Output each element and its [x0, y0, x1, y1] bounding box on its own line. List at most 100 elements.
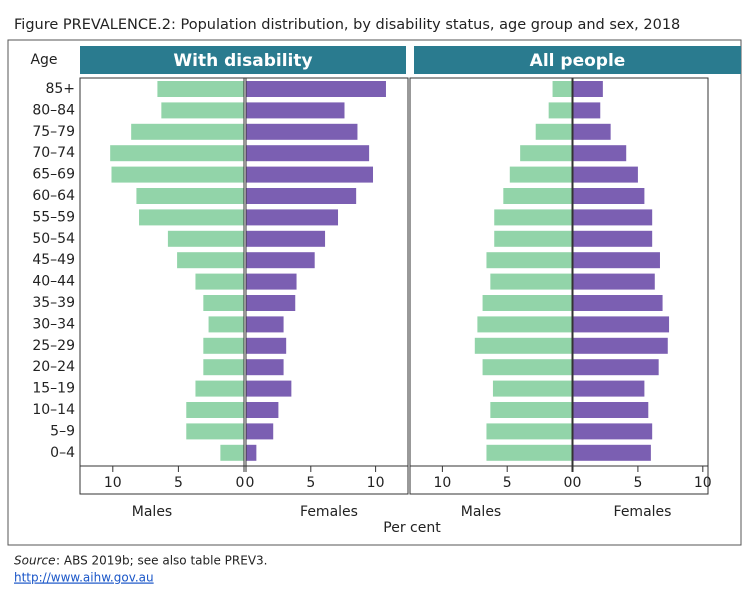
legend-label: Males [132, 504, 172, 520]
bar [246, 123, 358, 140]
bar [195, 380, 244, 397]
y-tick-label: 80–84 [32, 102, 75, 118]
legend-label: Females [300, 504, 358, 520]
bar [573, 444, 651, 461]
bar [509, 166, 572, 183]
bar [573, 230, 653, 247]
y-tick-label: 15–19 [32, 381, 75, 397]
bar [186, 402, 244, 418]
y-tick-label: 20–24 [32, 359, 75, 375]
legend-label: Females [614, 504, 672, 520]
bar [246, 81, 386, 97]
bar [474, 337, 572, 354]
x-tick-label: 10 [367, 475, 385, 491]
bar [203, 295, 244, 311]
bar [131, 123, 244, 140]
y-tick-label: 75–79 [32, 124, 75, 140]
bar [246, 337, 287, 354]
source-text: : ABS 2019b; see also table PREV3. [56, 554, 267, 568]
y-tick-label: 55–59 [32, 209, 75, 225]
y-tick-label: 50–54 [32, 231, 75, 247]
bar [573, 209, 653, 226]
bar [573, 295, 663, 311]
bar [490, 273, 572, 290]
x-tick-label: 0 [246, 475, 255, 491]
panel-title-bar [414, 46, 741, 74]
x-tick-label: 0 [573, 475, 582, 491]
bar [482, 359, 572, 376]
y-tick-label: 45–49 [32, 252, 75, 268]
plot-frame [409, 77, 709, 495]
source-label: Source [14, 554, 55, 568]
bar [573, 123, 611, 140]
age-label: Age [30, 52, 57, 68]
y-tick-label: 40–44 [32, 274, 75, 290]
bar [246, 359, 284, 376]
bar [186, 423, 244, 440]
bar [573, 166, 638, 183]
x-tick-label: 5 [306, 475, 315, 491]
x-tick-label: 0 [236, 475, 245, 491]
bar [246, 423, 274, 440]
bar [246, 230, 326, 247]
bar [246, 209, 339, 226]
bar [573, 337, 668, 354]
bar [208, 316, 244, 333]
bar [139, 209, 244, 226]
bar [486, 444, 572, 461]
bar [246, 166, 374, 183]
bar [246, 295, 296, 311]
y-tick-label: 65–69 [32, 167, 75, 183]
bar [203, 337, 244, 354]
figure-frame [7, 39, 742, 546]
bar [110, 145, 245, 162]
y-tick-label: 60–64 [32, 188, 75, 204]
x-tick-label: 10 [694, 475, 712, 491]
bar [246, 252, 315, 269]
panel-title: All people [530, 51, 626, 71]
y-tick-label: 25–29 [32, 338, 75, 354]
bar [573, 402, 649, 418]
bar [246, 188, 357, 204]
panel-title-bar [80, 46, 406, 74]
bar [535, 123, 572, 140]
bar [573, 423, 653, 440]
bar [573, 316, 670, 333]
y-tick-label: 5–9 [50, 423, 75, 439]
x-tick-label: 5 [633, 475, 642, 491]
bar [136, 188, 244, 204]
x-tick-label: 5 [503, 475, 512, 491]
bar [573, 273, 655, 290]
bar [246, 102, 345, 119]
bar [486, 252, 572, 269]
y-tick-label: 30–34 [32, 316, 75, 332]
x-tick-label: 5 [174, 475, 183, 491]
panel-title: With disability [173, 51, 312, 71]
bar [552, 81, 572, 97]
bar [246, 316, 284, 333]
bar [490, 402, 572, 418]
bar [503, 188, 572, 204]
bar [573, 81, 603, 97]
bar [157, 81, 244, 97]
y-tick-label: 70–74 [32, 145, 75, 161]
bar [220, 444, 244, 461]
bar [195, 273, 244, 290]
bar [573, 188, 645, 204]
bar [573, 380, 645, 397]
x-tick-label: 10 [433, 475, 451, 491]
bar [573, 359, 659, 376]
bar [246, 145, 370, 162]
legend-label: Males [461, 504, 501, 520]
bar [486, 423, 572, 440]
x-axis-label: Per cent [383, 520, 441, 536]
source-link[interactable]: http://www.aihw.gov.au [14, 571, 154, 585]
bar [161, 102, 244, 119]
bar [548, 102, 572, 119]
y-tick-label: 10–14 [32, 402, 75, 418]
y-tick-label: 35–39 [32, 295, 75, 311]
bar [573, 102, 601, 119]
x-tick-label: 0 [564, 475, 573, 491]
